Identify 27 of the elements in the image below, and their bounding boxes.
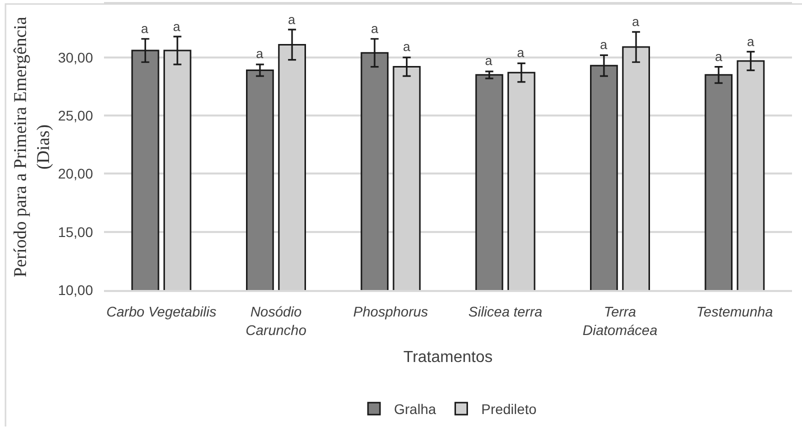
data-label: a — [485, 53, 493, 68]
legend-label: Gralha — [394, 401, 436, 418]
data-label: a — [288, 12, 296, 27]
y-tick-label: 25,00 — [58, 108, 94, 124]
y-tick-label: 15,00 — [58, 224, 94, 240]
x-axis-title: Tratamentos — [403, 348, 493, 366]
y-tick-label: 30,00 — [58, 49, 94, 66]
x-tick-label: Nosódio Caruncho — [246, 304, 307, 338]
data-label: a — [517, 45, 525, 60]
data-label: a — [747, 34, 755, 49]
data-label: a — [403, 39, 411, 54]
x-tick-label: Testemunha — [696, 304, 774, 320]
data-label: a — [715, 49, 723, 64]
x-tick-label: Carbo Vegetabilis — [106, 304, 216, 320]
data-label: a — [256, 46, 264, 61]
y-tick-label: 20,00 — [58, 166, 94, 182]
legend-label: Predileto — [481, 401, 537, 418]
data-label: a — [173, 19, 181, 34]
data-label: a — [600, 37, 608, 52]
y-tick-label: 10,00 — [58, 282, 94, 298]
x-tick-label: Terra Diatomácea — [582, 304, 658, 338]
x-tick-label: Silicea terra — [468, 304, 542, 320]
y-axis-title: Período para a Primeira Emergência (Dias) — [10, 16, 54, 278]
data-label: a — [141, 21, 149, 36]
data-label: a — [371, 21, 379, 36]
data-label: a — [632, 14, 640, 29]
x-tick-label: Phosphorus — [353, 304, 428, 320]
